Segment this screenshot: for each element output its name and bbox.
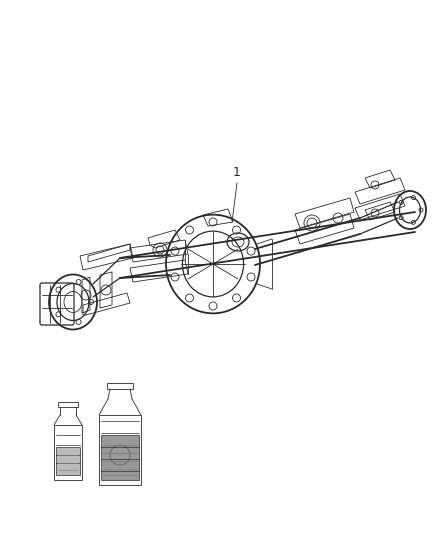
Text: 1: 1 bbox=[233, 166, 241, 180]
Polygon shape bbox=[101, 435, 139, 480]
Polygon shape bbox=[56, 447, 80, 475]
